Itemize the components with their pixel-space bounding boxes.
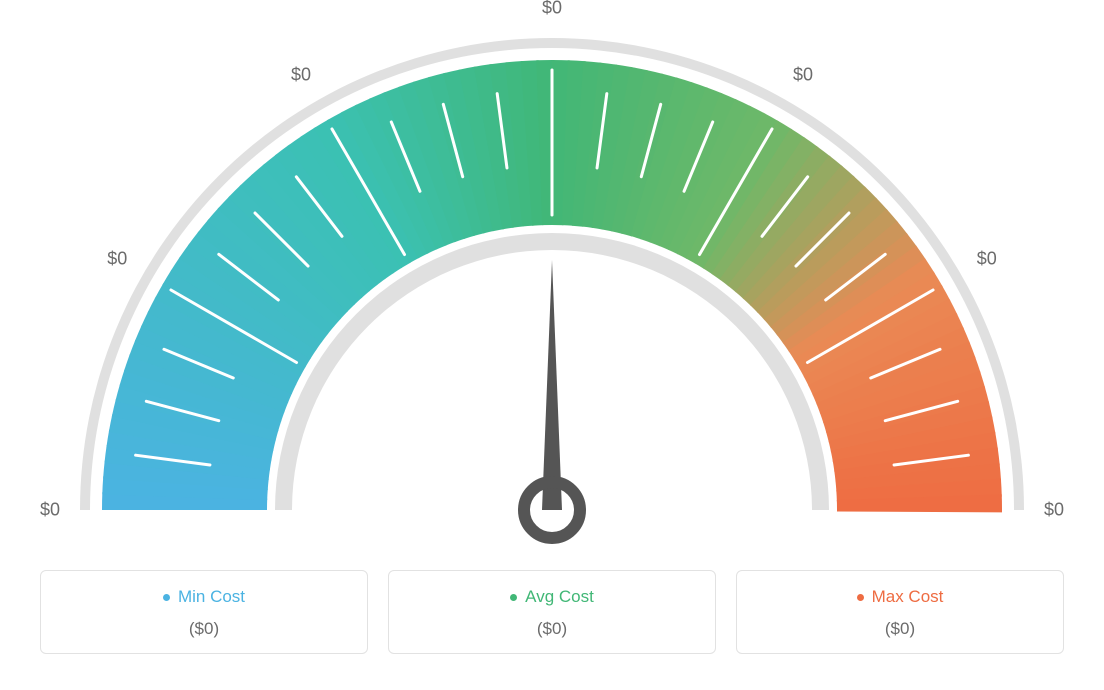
gauge-svg xyxy=(0,0,1104,555)
gauge-area: $0 $0 $0 $0 $0 $0 $0 xyxy=(0,0,1104,555)
legend-value: ($0) xyxy=(747,619,1053,639)
legend-label: Avg Cost xyxy=(525,587,594,607)
gauge-tick-label: $0 xyxy=(793,65,813,86)
gauge-tick-label: $0 xyxy=(40,500,60,521)
legend-title-max: Max Cost xyxy=(857,587,944,607)
gauge-tick-label: $0 xyxy=(977,249,997,270)
cost-gauge-chart: $0 $0 $0 $0 $0 $0 $0 Min Cost ($0) Avg Cost ($… xyxy=(0,0,1104,690)
legend-label: Max Cost xyxy=(872,587,944,607)
legend-title-avg: Avg Cost xyxy=(510,587,594,607)
gauge-tick-label: $0 xyxy=(291,65,311,86)
legend-dot-min xyxy=(163,594,170,601)
legend-dot-avg xyxy=(510,594,517,601)
legend-card-min: Min Cost ($0) xyxy=(40,570,368,654)
legend-title-min: Min Cost xyxy=(163,587,245,607)
gauge-tick-label: $0 xyxy=(542,0,562,19)
gauge-tick-label: $0 xyxy=(107,249,127,270)
legend-card-max: Max Cost ($0) xyxy=(736,570,1064,654)
legend-label: Min Cost xyxy=(178,587,245,607)
gauge-tick-label: $0 xyxy=(1044,500,1064,521)
legend-dot-max xyxy=(857,594,864,601)
legend-card-avg: Avg Cost ($0) xyxy=(388,570,716,654)
legend-value: ($0) xyxy=(51,619,357,639)
legend-row: Min Cost ($0) Avg Cost ($0) Max Cost ($0… xyxy=(40,570,1064,654)
legend-value: ($0) xyxy=(399,619,705,639)
